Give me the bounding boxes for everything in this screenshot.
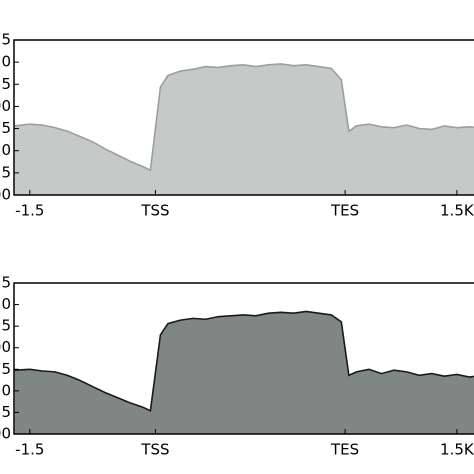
x-tick-label: TES — [330, 441, 359, 459]
area-edge — [14, 63, 474, 172]
y-tick-label: 00 — [0, 425, 11, 443]
y-tick-label: 75 — [0, 360, 11, 378]
y-tick-label: 50 — [0, 381, 11, 399]
x-tick-label: TSS — [140, 441, 169, 459]
y-tick-label: 00 — [0, 97, 11, 115]
x-tick-label: -1.5 — [15, 441, 44, 459]
area — [14, 63, 474, 195]
x-tick-label: -1.5 — [15, 202, 44, 220]
panel: 00 25 50 75 00 25 50 75 -1.5 TSS TES 1.5K — [0, 31, 474, 220]
axes-frame — [13, 39, 474, 196]
y-tick-label: 25 — [0, 403, 11, 421]
x-tick-label: 1.5K — [440, 441, 474, 459]
y-tick-label: 25 — [0, 317, 11, 335]
panel: 00 25 50 75 00 25 50 75 -1.5 TSS TES 1.5K — [0, 274, 474, 459]
x-tick-label: TSS — [140, 202, 169, 220]
axes-frame — [13, 282, 474, 435]
y-tick-label: 00 — [0, 186, 11, 204]
y-tick-label: 00 — [0, 338, 11, 356]
y-tick-label: 75 — [0, 119, 11, 137]
area-edge — [14, 310, 474, 412]
x-tick-label: 1.5K — [440, 202, 474, 220]
y-tick-label: 25 — [0, 75, 11, 93]
y-tick-label: 50 — [0, 295, 11, 313]
area — [14, 311, 474, 434]
y-tick-label: 75 — [0, 274, 11, 292]
y-tick-label: 50 — [0, 141, 11, 159]
y-tick-label: 25 — [0, 163, 11, 181]
y-tick-label: 75 — [0, 31, 11, 49]
x-tick-label: TES — [330, 202, 359, 220]
y-tick-label: 50 — [0, 53, 11, 71]
